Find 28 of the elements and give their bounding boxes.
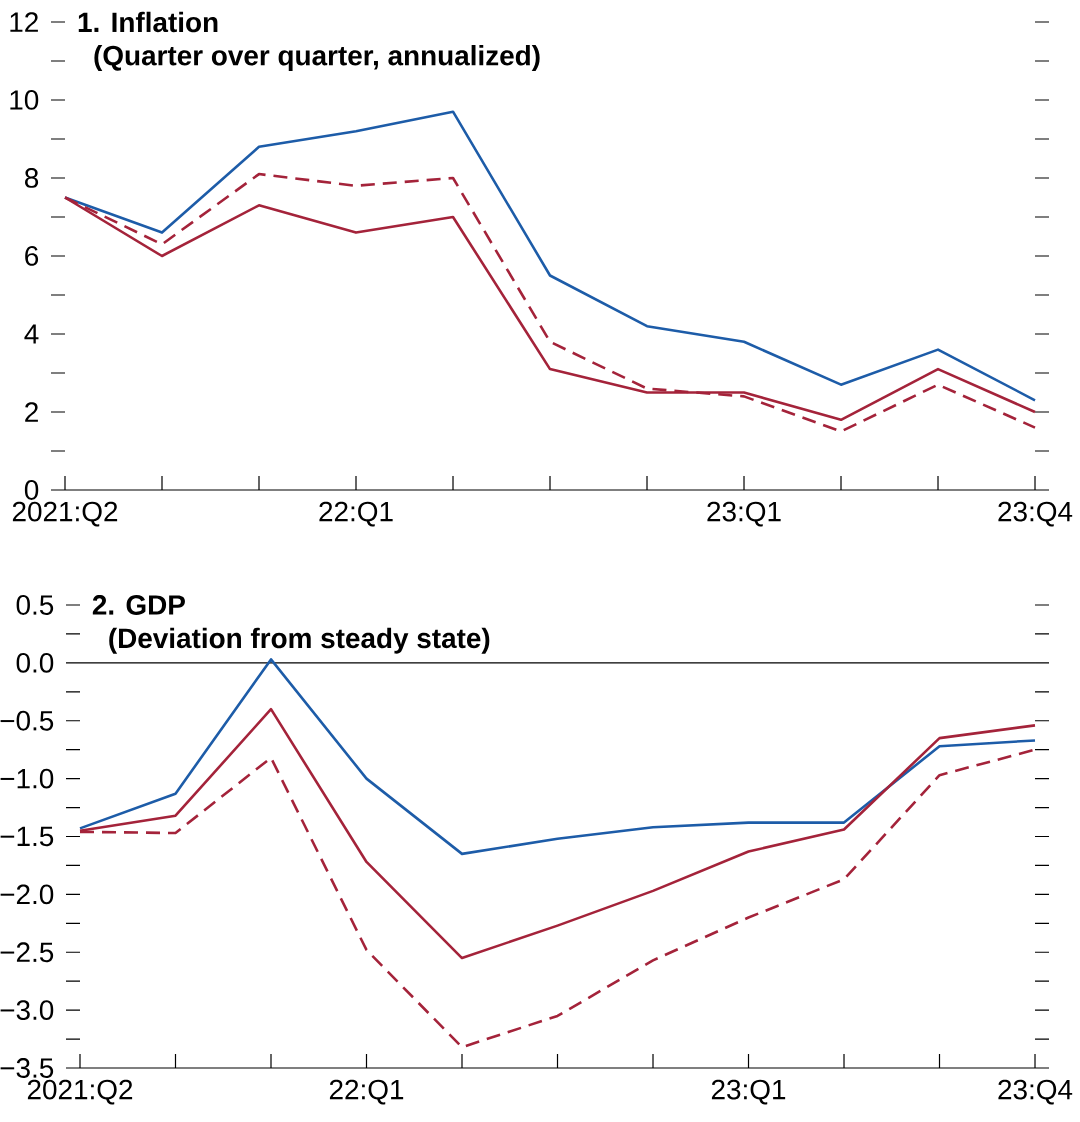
y-tick-label: 10 xyxy=(10,90,39,110)
y-tick-label: 2 xyxy=(25,402,38,422)
x-tick-label: 23:Q4 xyxy=(998,501,1073,527)
y-tick-label: −3.0 xyxy=(0,1000,54,1021)
y-tick-label: 12 xyxy=(10,12,38,32)
y-tick-label: 0.0 xyxy=(16,652,54,673)
y-tick-label: −0.5 xyxy=(0,710,54,731)
y-tick-label: −2.0 xyxy=(0,884,54,905)
y-tick-label: 0.5 xyxy=(16,595,54,615)
x-tick-label: 2021:Q2 xyxy=(27,1079,133,1105)
y-tick-label: −3.5 xyxy=(0,1058,54,1078)
chart-title: 2. GDP xyxy=(92,595,185,615)
x-tick-label: 23:Q1 xyxy=(707,501,781,527)
x-tick-label: 22:Q1 xyxy=(319,501,393,527)
x-tick-label: 2021:Q2 xyxy=(12,501,118,527)
y-tick-label: −1.5 xyxy=(0,826,54,847)
y-tick-label: 4 xyxy=(24,324,39,344)
y-tick-label: −2.5 xyxy=(0,942,54,963)
y-tick-label: 8 xyxy=(25,168,39,188)
y-tick-label: 6 xyxy=(25,246,39,266)
chart-title: 1. Inflation xyxy=(78,11,218,33)
y-tick-label: 0 xyxy=(24,480,39,500)
text: (Quarter over quarter, annualized) xyxy=(94,45,540,72)
x-tick-label: 22:Q1 xyxy=(329,1079,404,1105)
x-tick-label: 23:Q4 xyxy=(998,1079,1073,1105)
text: (Deviation from steady state) xyxy=(109,627,490,654)
x-tick-label: 23:Q1 xyxy=(711,1079,786,1105)
y-tick-label: −1.0 xyxy=(0,768,54,789)
